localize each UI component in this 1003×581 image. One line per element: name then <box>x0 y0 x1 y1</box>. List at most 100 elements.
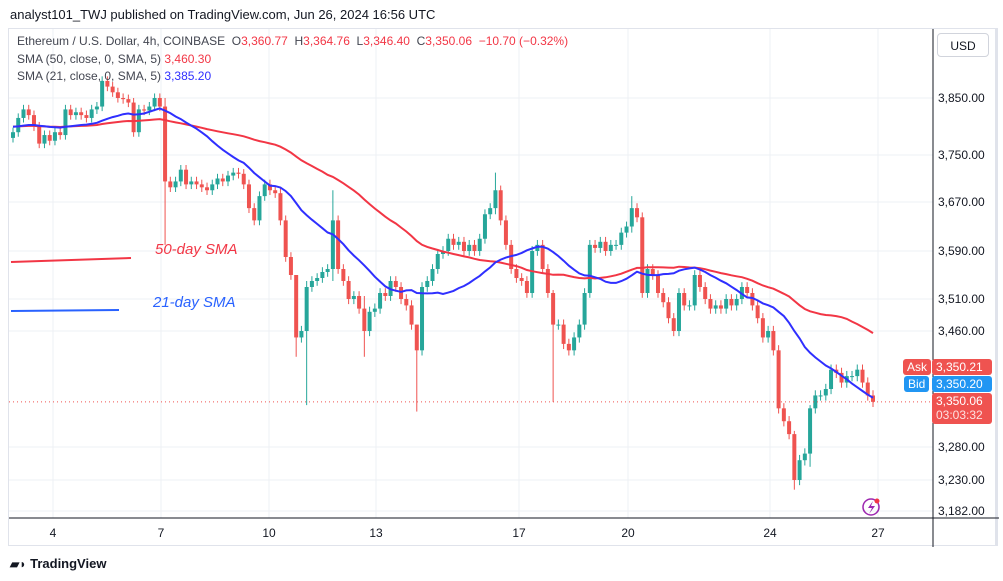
change-value: −10.70 (−0.32%) <box>478 34 569 48</box>
candle-body <box>461 241 466 251</box>
candle-body <box>142 109 147 111</box>
candle-body <box>708 299 713 309</box>
y-tick-label: 3,460.00 <box>938 324 985 338</box>
candle-body <box>47 135 52 141</box>
candle-body <box>535 244 540 251</box>
lightning-bolt <box>868 501 875 514</box>
candle-body <box>787 421 792 435</box>
candle-body <box>273 190 278 194</box>
candle-body <box>399 287 404 299</box>
price-chart[interactable]: 3,850.00 3,750.00 3,670.00 3,590.00 3,510.00… <box>9 29 999 547</box>
close-label: C <box>416 34 426 48</box>
sma21-label: SMA (21, close, 0, SMA, 5) <box>17 69 162 83</box>
ask-label: Ask <box>903 359 932 375</box>
x-tick-label: 13 <box>369 526 383 540</box>
candle-body <box>724 299 729 309</box>
candle-body <box>850 376 855 378</box>
candle-body <box>383 293 388 296</box>
y-tick-label: 3,750.00 <box>938 148 985 162</box>
sma21-line <box>12 107 874 399</box>
chart-frame[interactable]: 3,850.00 3,750.00 3,670.00 3,590.00 3,510.00… <box>8 28 999 547</box>
candle-body <box>635 208 640 218</box>
candle-body <box>168 181 173 188</box>
candle-body <box>52 132 57 141</box>
candle-body <box>871 395 875 402</box>
candle-body <box>587 244 592 293</box>
candle-body <box>781 408 786 422</box>
candle-body <box>94 106 99 110</box>
candle-body <box>498 190 503 221</box>
candle-body <box>682 293 687 306</box>
candle-body <box>152 98 157 107</box>
candle-body <box>514 269 519 278</box>
candle-body <box>126 99 131 103</box>
x-tick-label: 7 <box>158 526 165 540</box>
candle-body <box>63 109 68 136</box>
candle-body <box>598 241 603 248</box>
high-value: 3,364.76 <box>303 34 350 48</box>
candle-body <box>420 287 425 351</box>
candle-body <box>231 172 236 176</box>
sma50-value: 3,460.30 <box>164 52 212 66</box>
candle-body <box>718 305 723 309</box>
candle-body <box>692 275 697 306</box>
candle-body <box>189 181 194 185</box>
candle-body <box>771 331 776 351</box>
candle-body <box>482 214 487 239</box>
candle-body <box>184 169 189 185</box>
candle-body <box>378 293 383 309</box>
candle-body <box>676 293 681 331</box>
candle-body <box>608 244 613 251</box>
open-value: 3,360.77 <box>241 34 288 48</box>
y-tick-label: 3,510.00 <box>938 292 985 306</box>
tradingview-logo[interactable]: ▰◗ TradingView <box>10 556 107 571</box>
candle-body <box>603 241 608 251</box>
candle-body <box>666 302 671 319</box>
low-value: 3,346.40 <box>363 34 410 48</box>
candle-body <box>205 187 210 191</box>
candle-body <box>661 293 666 303</box>
candle-body <box>73 112 78 116</box>
candle-body <box>58 132 63 136</box>
candle-body <box>267 184 272 191</box>
candle-body <box>147 106 152 111</box>
candle-body <box>687 305 692 307</box>
sma21-legend[interactable]: SMA (21, close, 0, SMA, 5) 3,385.20 <box>17 69 211 83</box>
x-tick-label: 10 <box>262 526 276 540</box>
candle-body <box>656 275 660 293</box>
currency-button[interactable]: USD <box>937 33 989 57</box>
candle-body <box>456 241 461 245</box>
candle-body <box>430 269 435 281</box>
candle-body <box>472 244 477 251</box>
candle-body <box>435 254 440 269</box>
candle-body <box>330 220 335 269</box>
candle-body <box>309 281 314 287</box>
logo-text: TradingView <box>30 556 107 571</box>
y-tick-label: 3,670.00 <box>938 195 985 209</box>
candle-body <box>860 369 865 383</box>
candle-body <box>745 287 750 293</box>
x-tick-label: 20 <box>621 526 635 540</box>
close-value: 3,350.06 <box>425 34 473 48</box>
candle-body <box>645 269 650 293</box>
candle-body <box>220 178 225 182</box>
sma50-legend[interactable]: SMA (50, close, 0, SMA, 5) 3,460.30 <box>17 52 211 66</box>
candle-body <box>551 293 556 325</box>
candle-body <box>750 293 755 306</box>
candle-body <box>766 331 771 338</box>
candle-body <box>414 324 419 351</box>
candle-body <box>320 272 325 278</box>
candle-body <box>823 389 828 396</box>
low-label: L <box>356 34 364 48</box>
candle-body <box>477 238 482 251</box>
sma50-annotation: 50-day SMA <box>155 241 238 258</box>
last-price-tag: 3,350.06 03:03:32 <box>932 393 992 424</box>
candle-body <box>755 305 760 319</box>
high-label: H <box>294 34 304 48</box>
candle-body <box>21 109 26 118</box>
symbol-name: Ethereum / U.S. Dollar, 4h, COINBASE <box>17 34 226 48</box>
sma50-label: SMA (50, close, 0, SMA, 5) <box>17 52 162 66</box>
candle-body <box>173 181 178 188</box>
candle-body <box>351 296 356 299</box>
candle-body <box>545 269 550 293</box>
